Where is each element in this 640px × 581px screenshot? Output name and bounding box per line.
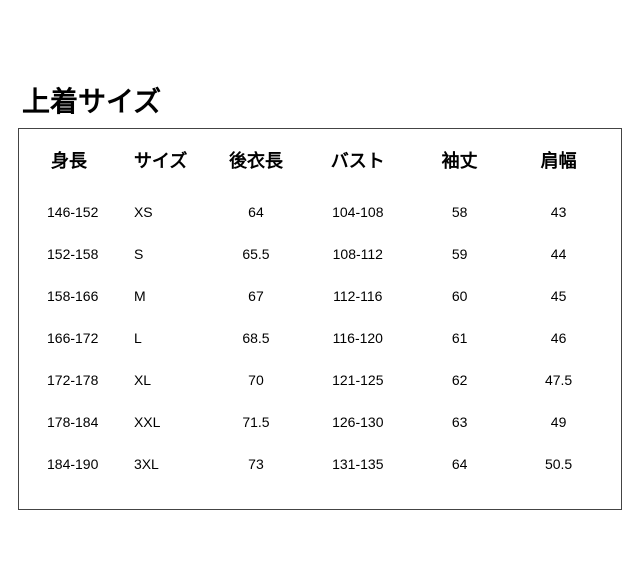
cell-size: XS bbox=[128, 204, 209, 220]
cell-height: 172-178 bbox=[29, 372, 128, 388]
cell-shoulder: 49 bbox=[506, 414, 611, 430]
cell-back-length: 73 bbox=[209, 456, 302, 472]
size-table: 身長 サイズ 後衣長 バスト 袖丈 肩幅 146-152 XS 64 104-1… bbox=[18, 128, 622, 510]
cell-sleeve: 62 bbox=[413, 372, 506, 388]
cell-back-length: 70 bbox=[209, 372, 302, 388]
cell-size: 3XL bbox=[128, 456, 209, 472]
cell-height: 158-166 bbox=[29, 288, 128, 304]
cell-shoulder: 47.5 bbox=[506, 372, 611, 388]
cell-back-length: 71.5 bbox=[209, 414, 302, 430]
table-row: 172-178 XL 70 121-125 62 47.5 bbox=[29, 359, 611, 401]
cell-shoulder: 46 bbox=[506, 330, 611, 346]
size-chart-container: 上着サイズ 身長 サイズ 後衣長 バスト 袖丈 肩幅 146-152 XS 64… bbox=[0, 0, 640, 510]
table-row: 184-190 3XL 73 131-135 64 50.5 bbox=[29, 443, 611, 485]
table-row: 166-172 L 68.5 116-120 61 46 bbox=[29, 317, 611, 359]
header-size: サイズ bbox=[128, 147, 209, 173]
cell-bust: 131-135 bbox=[303, 456, 414, 472]
cell-shoulder: 44 bbox=[506, 246, 611, 262]
cell-back-length: 68.5 bbox=[209, 330, 302, 346]
cell-sleeve: 61 bbox=[413, 330, 506, 346]
cell-bust: 108-112 bbox=[303, 246, 414, 262]
cell-bust: 126-130 bbox=[303, 414, 414, 430]
chart-title: 上着サイズ bbox=[18, 80, 622, 120]
cell-shoulder: 50.5 bbox=[506, 456, 611, 472]
cell-sleeve: 58 bbox=[413, 204, 506, 220]
cell-size: L bbox=[128, 330, 209, 346]
cell-size: XXL bbox=[128, 414, 209, 430]
cell-height: 166-172 bbox=[29, 330, 128, 346]
cell-shoulder: 43 bbox=[506, 204, 611, 220]
header-shoulder: 肩幅 bbox=[506, 147, 611, 173]
cell-sleeve: 64 bbox=[413, 456, 506, 472]
cell-bust: 121-125 bbox=[303, 372, 414, 388]
table-row: 158-166 M 67 112-116 60 45 bbox=[29, 275, 611, 317]
cell-back-length: 64 bbox=[209, 204, 302, 220]
cell-sleeve: 63 bbox=[413, 414, 506, 430]
cell-back-length: 67 bbox=[209, 288, 302, 304]
cell-bust: 104-108 bbox=[303, 204, 414, 220]
cell-sleeve: 59 bbox=[413, 246, 506, 262]
cell-bust: 112-116 bbox=[303, 288, 414, 304]
cell-size: XL bbox=[128, 372, 209, 388]
header-back-length: 後衣長 bbox=[209, 147, 302, 173]
cell-height: 178-184 bbox=[29, 414, 128, 430]
cell-size: S bbox=[128, 246, 209, 262]
cell-back-length: 65.5 bbox=[209, 246, 302, 262]
table-row: 152-158 S 65.5 108-112 59 44 bbox=[29, 233, 611, 275]
cell-shoulder: 45 bbox=[506, 288, 611, 304]
cell-bust: 116-120 bbox=[303, 330, 414, 346]
header-sleeve: 袖丈 bbox=[413, 147, 506, 173]
table-row: 146-152 XS 64 104-108 58 43 bbox=[29, 191, 611, 233]
cell-size: M bbox=[128, 288, 209, 304]
cell-height: 184-190 bbox=[29, 456, 128, 472]
table-row: 178-184 XXL 71.5 126-130 63 49 bbox=[29, 401, 611, 443]
cell-height: 152-158 bbox=[29, 246, 128, 262]
header-height: 身長 bbox=[29, 147, 128, 173]
cell-height: 146-152 bbox=[29, 204, 128, 220]
table-header-row: 身長 サイズ 後衣長 バスト 袖丈 肩幅 bbox=[29, 147, 611, 173]
cell-sleeve: 60 bbox=[413, 288, 506, 304]
header-bust: バスト bbox=[303, 147, 414, 173]
